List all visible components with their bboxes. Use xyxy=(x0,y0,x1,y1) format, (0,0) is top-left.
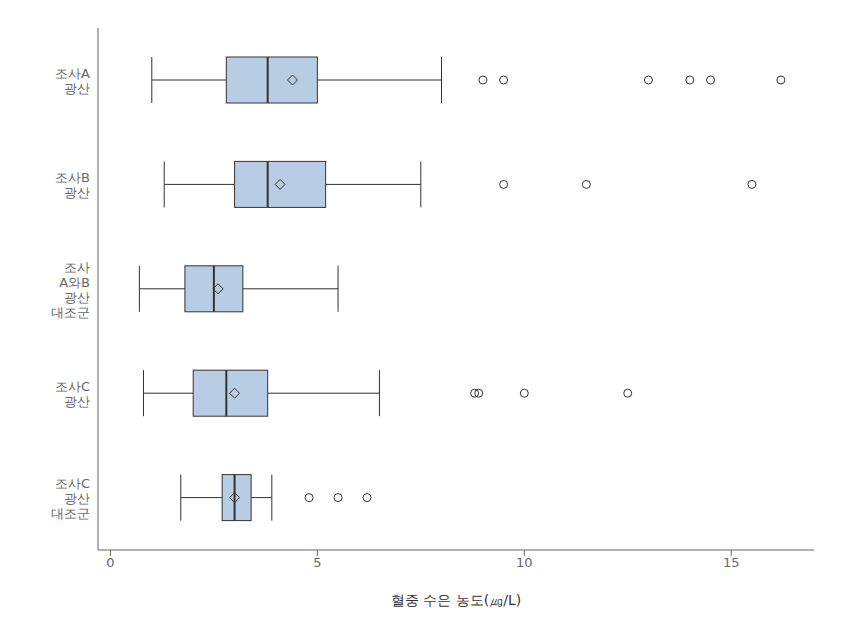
svg-text:조사C광산대조군: 조사C광산대조군 xyxy=(51,475,90,520)
svg-text:조사A광산: 조사A광산 xyxy=(55,65,90,95)
svg-text:조사A와B광산대조군: 조사A와B광산대조군 xyxy=(51,259,90,319)
svg-text:0: 0 xyxy=(106,555,114,570)
svg-text:혈중 수은 농도(㎍/L): 혈중 수은 농도(㎍/L) xyxy=(391,592,521,608)
svg-text:15: 15 xyxy=(723,555,740,570)
svg-text:조사C광산: 조사C광산 xyxy=(55,378,90,408)
svg-text:10: 10 xyxy=(516,555,533,570)
svg-text:5: 5 xyxy=(313,555,321,570)
svg-text:조사B광산: 조사B광산 xyxy=(55,170,90,200)
